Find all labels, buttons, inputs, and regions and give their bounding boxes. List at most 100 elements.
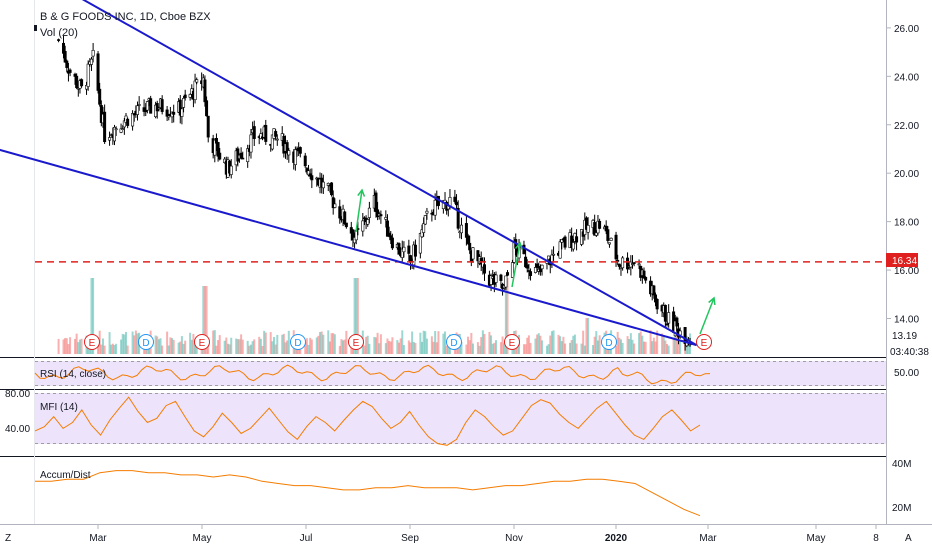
breakout-arrow [699,297,715,335]
volume-bar [226,343,229,354]
volume-bar [633,343,636,354]
volume-bar [274,344,277,354]
volume-bar [333,334,336,354]
candle-body [482,264,486,274]
candle-body [205,100,209,117]
lower-trendline[interactable] [0,147,697,347]
candle-body [326,182,330,186]
volume-bar [595,331,598,354]
volume-bar [662,336,665,354]
candle-body [563,236,567,248]
candle-body [160,99,164,112]
candle-body [663,304,667,322]
earnings-event-marker[interactable] [348,334,364,350]
volume-bar [643,341,645,354]
volume-bar [133,335,136,354]
candle-body [239,152,243,159]
earnings-event-marker[interactable] [504,334,520,350]
earnings-event-marker[interactable] [84,334,100,350]
volume-bar [476,342,479,354]
volume-bar [177,342,180,354]
volume-bar [384,343,387,354]
volume-bar [230,337,233,354]
volume-bar [583,345,586,354]
earnings-event-marker[interactable] [696,334,712,350]
volume-bar [562,336,565,354]
dividend-event-marker[interactable] [290,334,306,350]
rsi-band [35,361,886,386]
volume-bar [397,342,400,354]
event-marker-label: E [353,338,360,349]
volume-bar [573,334,576,354]
time-tick-label: Mar [699,533,717,544]
volume-bar [180,336,183,354]
volume-bar [332,333,335,354]
volume-bar [432,341,435,354]
volume-bar [92,278,95,354]
candle-body [609,237,613,241]
volume-bar [159,338,162,354]
earnings-event-marker[interactable] [194,334,210,350]
volume-bar [402,345,405,354]
volume-bar [557,334,560,354]
volume-bar [97,342,100,354]
volume-bar [570,340,573,354]
volume-bar [501,336,504,354]
volume-bar [389,341,392,354]
volume-bar [315,337,318,354]
corner-left-label[interactable]: Z [5,533,11,544]
price-axis[interactable]: 26.00 24.00 22.00 20.00 18.00 16.00 14.00 [886,24,919,326]
price-tick-label: 20.00 [894,169,919,180]
volume-bar [649,330,652,354]
volume-bar [286,340,289,354]
candle-body [667,312,671,324]
candle-body [614,234,618,260]
volume-bar [522,344,525,354]
time-tick-label: May [193,533,212,544]
candle-body [165,109,169,117]
candle-body [126,118,130,126]
event-marker-label: D [142,338,149,349]
volume-bar [569,342,571,354]
chart-title: B & G FOODS INC, 1D, Cboe BZX [40,11,211,23]
volume-bar [490,335,493,354]
event-marker-label: E [199,338,206,349]
volume-marker [34,25,37,31]
candle-body [558,241,562,259]
time-tick-label: Jul [300,533,313,544]
volume-bar [192,333,195,354]
volume-bar [131,331,134,354]
candle-body [683,327,687,345]
candle-body [494,274,498,283]
volume-bar [123,334,126,354]
candle-body [626,257,630,270]
dividend-event-marker[interactable] [601,334,617,350]
volume-bar [246,340,249,354]
candle-body [504,275,508,288]
corner-right-label[interactable]: A [905,533,912,544]
candle-body [252,126,256,139]
volume-bar [136,333,139,354]
candle-body [338,206,342,219]
volume-bar [322,334,325,354]
volume-bar [478,345,481,354]
upper-trendline[interactable] [39,0,698,347]
dividend-event-marker[interactable] [446,334,462,350]
volume-bar [391,337,394,354]
volume-bar [493,342,496,354]
volume-bar [378,343,381,354]
volume-bar [664,340,667,354]
dividend-event-marker[interactable] [138,334,154,350]
mfi-line [34,396,701,446]
volume-bar [62,339,65,354]
time-axis[interactable]: Mar May Jul Sep Nov 2020 Mar May 8 [89,524,879,544]
volume-bar [506,278,509,354]
candle-body [468,242,472,251]
volume-bar [276,334,279,354]
candle-body [149,98,153,114]
volume-bar [460,341,463,354]
volume-bar [215,345,218,354]
volume-bar [499,342,502,354]
